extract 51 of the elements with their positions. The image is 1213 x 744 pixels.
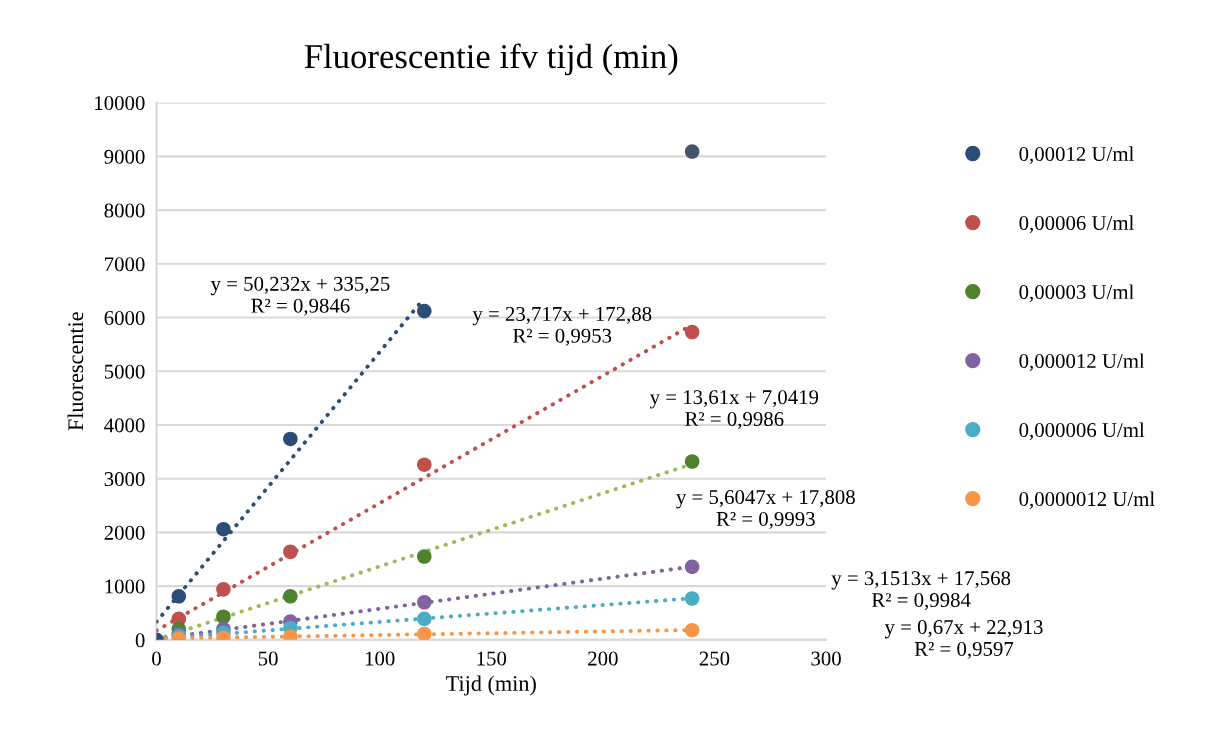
legend-label: 0,0000012 U/ml — [1019, 491, 1155, 510]
legend-label: 0,000012 U/ml — [1019, 353, 1145, 372]
y-tick-label: 7000 — [105, 257, 145, 272]
annotation: y = 13,61x + 7,0419 R² = 0,9986 — [649, 390, 819, 430]
point — [417, 626, 432, 640]
x-tick-label: 300 — [811, 651, 841, 666]
y-axis-title: Fluorescentie — [67, 312, 84, 431]
y-tick-label: 9000 — [104, 149, 145, 164]
y-tick-label: 1000 — [105, 579, 145, 594]
x-tick-label: 100 — [365, 651, 395, 666]
x-tick-label: 250 — [699, 651, 730, 666]
point — [684, 454, 700, 469]
legend-label: 0,000006 U/ml — [1019, 422, 1145, 441]
x-tick-label: 50 — [258, 651, 278, 666]
point — [417, 549, 432, 564]
legend-label: 0,00003 U/ml — [1019, 284, 1134, 303]
y-tick-label: 0 — [135, 633, 145, 648]
point — [417, 457, 432, 473]
annotation: y = 23,717x + 172,88 R² = 0,9953 — [472, 306, 652, 346]
point — [283, 431, 298, 447]
point — [417, 611, 432, 627]
x-axis-title: Tijd (min) — [446, 675, 536, 696]
y-tick-label: 8000 — [104, 203, 145, 218]
y-tick-label: 5000 — [104, 364, 145, 379]
point — [684, 144, 700, 159]
y-tick-label: 6000 — [104, 310, 145, 325]
x-tick-label: 0 — [152, 651, 161, 666]
point — [684, 622, 700, 638]
point — [216, 582, 231, 597]
y-tick-label: 3000 — [104, 472, 145, 487]
point — [684, 559, 700, 575]
chart-title: Fluorescentie ifv tijd (min) — [304, 43, 678, 76]
point — [283, 544, 298, 560]
y-tick-label: 4000 — [104, 418, 145, 433]
point — [216, 609, 231, 625]
legend-label: 0,00006 U/ml — [1019, 215, 1134, 234]
point — [216, 521, 231, 537]
y-tick-label: 10000 — [95, 96, 145, 111]
point — [283, 589, 298, 604]
text: y = 0,67x + 22,913 R² = 0,9597 — [884, 620, 1043, 659]
point — [417, 594, 432, 610]
annotation: y = 5,6047x + 17,808 R² = 0,9993 — [676, 490, 855, 529]
point — [684, 324, 700, 340]
x-tick-label: 150 — [477, 651, 507, 666]
x-tick-label: 200 — [588, 651, 618, 666]
point — [417, 303, 432, 319]
point — [171, 589, 187, 604]
legend-label: 0,00012 U/ml — [1019, 146, 1134, 165]
y-tick-label: 2000 — [104, 525, 145, 540]
annotation: y = 50,232x + 335,25 R² = 0,9846 — [210, 276, 390, 316]
point — [684, 591, 700, 606]
